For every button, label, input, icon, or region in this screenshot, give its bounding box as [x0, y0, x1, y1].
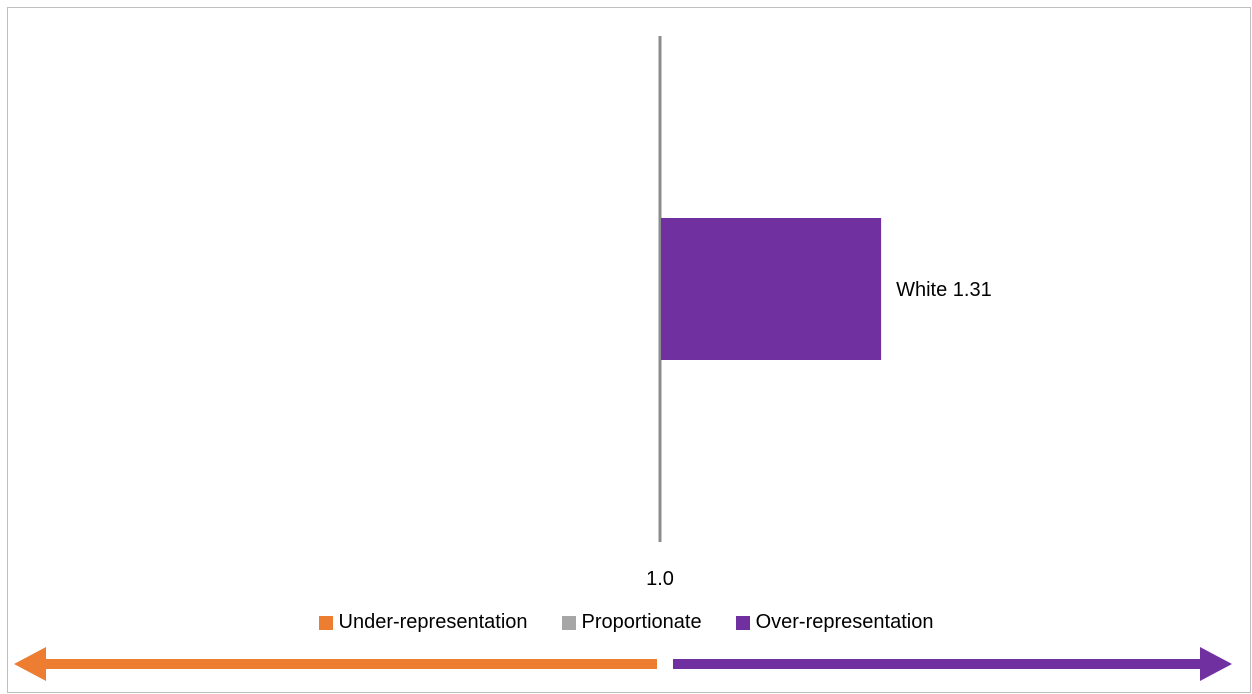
legend-item-over: Over-representation [735, 611, 934, 634]
chart-frame [7, 7, 1251, 693]
data-label-white: White 1.31 [896, 279, 992, 301]
legend-item-under: Under-representation [318, 611, 528, 634]
chart-legend: Under-representation Proportionate Over-… [0, 611, 1252, 634]
legend-label-proportionate: Proportionate [581, 611, 702, 633]
right-arrowhead-icon [1200, 647, 1232, 681]
direction-arrows [14, 647, 1232, 681]
bar-white [661, 218, 882, 360]
legend-swatch-over [735, 615, 750, 630]
left-arrowhead-icon [14, 647, 46, 681]
legend-label-over: Over-representation [755, 611, 934, 633]
legend-label-under: Under-representation [338, 611, 528, 633]
legend-swatch-under [318, 615, 333, 630]
reference-label: 1.0 [646, 568, 674, 590]
legend-swatch-proportionate [561, 615, 576, 630]
bars-group: White 1.31 [661, 218, 992, 360]
legend-item-proportionate: Proportionate [561, 611, 702, 634]
